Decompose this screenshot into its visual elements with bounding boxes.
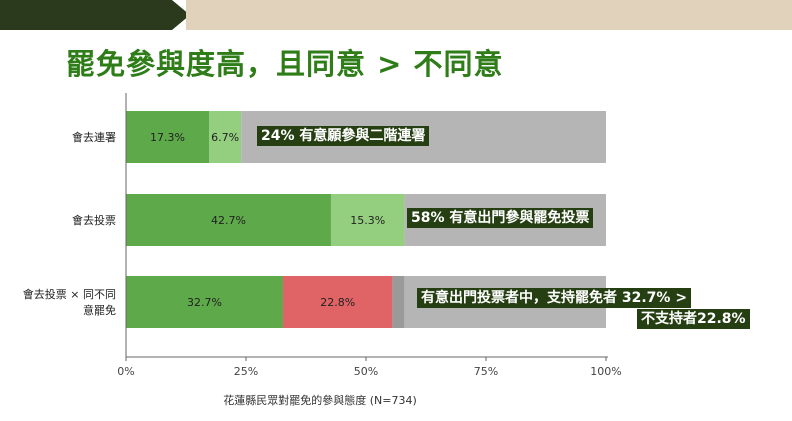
segment-label: 22.8% — [320, 296, 355, 309]
category-label: 會去投票 × 同不同 — [23, 287, 116, 301]
callout-annotation: 58% 有意出門參與罷免投票 — [407, 208, 594, 228]
bar-segment — [126, 276, 283, 328]
category-label: 會去投票 — [72, 213, 116, 227]
x-tick-label: 75% — [474, 365, 498, 378]
bar-segment — [282, 276, 393, 328]
x-tick-label: 50% — [354, 365, 378, 378]
segment-label: 6.7% — [211, 131, 239, 144]
segment-label: 15.3% — [350, 214, 385, 227]
bar-segment — [126, 194, 331, 246]
callout-annotation: 24% 有意願參與二階連署 — [257, 126, 430, 146]
banner-dark — [0, 0, 190, 30]
segment-label: 17.3% — [150, 131, 185, 144]
bar-segment — [126, 111, 210, 163]
x-tick-label: 0% — [117, 365, 134, 378]
banner-light — [186, 0, 792, 30]
bar-segment — [330, 194, 405, 246]
bar-segment — [392, 276, 405, 328]
callout-annotation: 不支持者22.8% — [637, 309, 750, 329]
category-label: 意罷免 — [83, 303, 116, 317]
segment-label: 42.7% — [211, 214, 246, 227]
page-title: 罷免參與度高，且同意 > 不同意 — [66, 47, 504, 81]
x-tick-label: 100% — [590, 365, 621, 378]
callout-annotation: 有意出門投票者中，支持罷免者 32.7% > — [417, 288, 692, 308]
bar-segment — [209, 111, 242, 163]
category-label: 會去連署 — [72, 130, 116, 144]
segment-label: 32.7% — [187, 296, 222, 309]
x-tick-label: 25% — [234, 365, 258, 378]
x-axis-label: 花蓮縣民眾對罷免的參與態度 (N=734) — [223, 393, 417, 407]
